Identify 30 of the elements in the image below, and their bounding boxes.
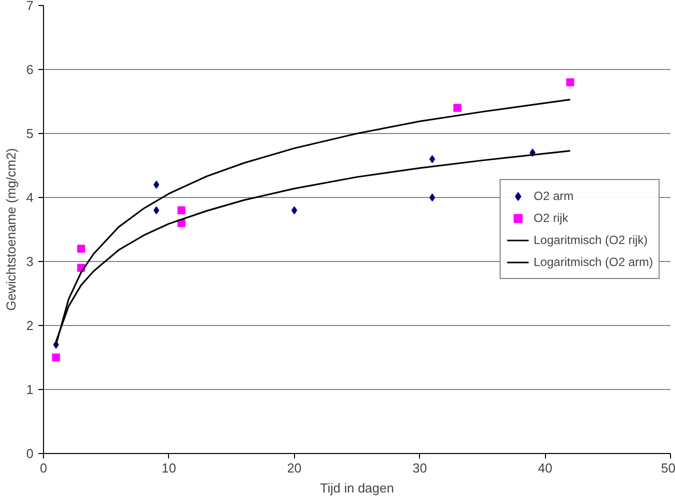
legend-label: Logaritmisch (O2 rijk) <box>534 233 648 247</box>
y-tick-label: 2 <box>26 318 34 333</box>
point <box>154 206 160 214</box>
point <box>291 206 298 214</box>
x-axis-title: Tijd in dagen <box>320 480 394 496</box>
point <box>52 354 60 362</box>
y-tick-label: 4 <box>26 190 34 205</box>
point <box>177 206 186 214</box>
x-tick-label: 50 <box>661 460 675 476</box>
point <box>154 180 160 189</box>
x-tick-label: 30 <box>412 460 427 476</box>
point <box>453 104 462 112</box>
y-tick-label: 5 <box>26 126 34 141</box>
x-tick-label: 20 <box>287 460 302 476</box>
point <box>429 155 436 164</box>
legend-label: O2 arm <box>534 189 574 203</box>
point <box>429 194 436 202</box>
x-tick-label: 0 <box>40 460 48 476</box>
y-tick-label: 6 <box>26 62 34 77</box>
y-tick-label: 3 <box>26 254 34 269</box>
y-tick-label: 7 <box>26 0 34 13</box>
point <box>77 244 86 253</box>
x-tick-label: 10 <box>162 460 176 476</box>
y-tick-label: 0 <box>26 446 34 461</box>
x-tick-label: 40 <box>538 460 552 476</box>
y-tick-label: 1 <box>26 382 34 397</box>
legend-label: O2 rijk <box>534 211 568 225</box>
legend-label: Logaritmisch (O2 arm) <box>534 255 653 269</box>
y-axis-title: Gewichtstoename (mg/cm2) <box>3 148 18 311</box>
point <box>566 78 574 86</box>
